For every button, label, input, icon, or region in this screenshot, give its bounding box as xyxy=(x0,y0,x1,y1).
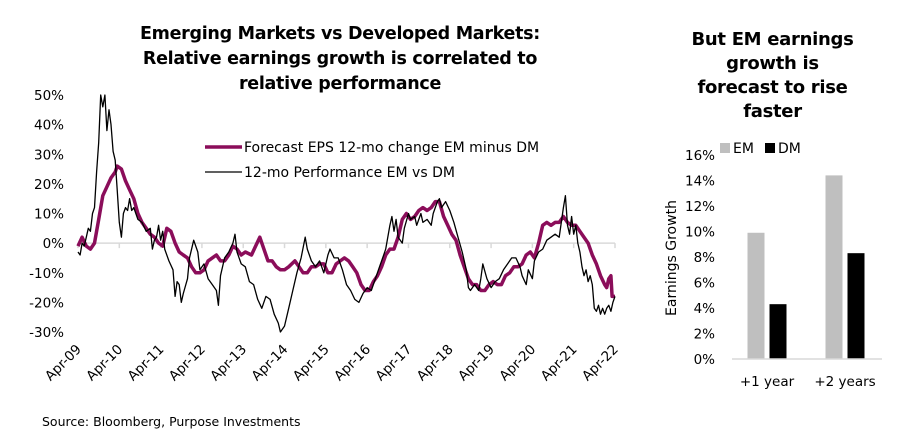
x-tick-label: Apr-15 xyxy=(290,342,333,385)
legend-swatch-dm xyxy=(765,143,775,153)
x-tick-label: Apr-18 xyxy=(414,342,457,385)
x-tick-label: Apr-10 xyxy=(83,342,126,385)
bar-legend: EM DM xyxy=(720,141,801,157)
x-tick-label: Apr-19 xyxy=(455,342,498,385)
bar-y-tick-label: 10% xyxy=(685,225,715,241)
y-tick-label: -20% xyxy=(29,295,64,311)
bar-y-tick-label: 16% xyxy=(685,148,715,164)
x-tick-label: Apr-12 xyxy=(166,342,209,385)
left-chart: 50%40%30%20%10%0%-10%-20%-30% Apr-09Apr-… xyxy=(29,88,622,384)
bar-dm-2 xyxy=(847,253,865,359)
legend-label-performance: 12-mo Performance EM vs DM xyxy=(244,165,455,181)
source-note: Source: Bloomberg, Purpose Investments xyxy=(42,414,301,429)
bar-y-tick-label: 14% xyxy=(685,174,715,190)
bar-y-tick-label: 0% xyxy=(694,352,716,368)
y-tick-label: 10% xyxy=(34,207,64,223)
y-tick-label: 40% xyxy=(34,118,64,134)
bar-category-label: +1 year xyxy=(740,374,795,390)
bar-y-tick-label: 6% xyxy=(694,276,716,292)
x-tick-label: Apr-22 xyxy=(579,342,622,385)
bar-y-tick-label: 2% xyxy=(694,327,716,343)
bar-y-tick-label: 8% xyxy=(694,250,716,266)
x-tick-label: Apr-16 xyxy=(331,342,374,385)
y-tick-label: -10% xyxy=(29,266,64,282)
x-tick-label: Apr-17 xyxy=(372,342,415,385)
x-tick-label: Apr-21 xyxy=(538,342,581,385)
bar-dm-1 xyxy=(769,304,787,359)
y-axis-label: Earnings Growth xyxy=(664,200,680,316)
x-tick-label: Apr-11 xyxy=(125,342,168,385)
y-tick-label: 30% xyxy=(34,147,64,163)
series-line-performance xyxy=(77,94,616,333)
y-tick-label: 0% xyxy=(43,236,65,252)
series-line-forecast-eps xyxy=(76,164,615,299)
y-tick-label: -30% xyxy=(29,325,64,341)
right-chart-title: But EM earnings growth is forecast to rise… xyxy=(691,29,854,122)
y-tick-label: 20% xyxy=(34,177,64,193)
y-tick-label: 50% xyxy=(34,88,64,104)
bar-em-1 xyxy=(747,232,765,359)
left-chart-title: Emerging Markets vs Developed Markets: Re… xyxy=(140,24,540,94)
x-tick-label: Apr-20 xyxy=(496,342,539,385)
bar-em-2 xyxy=(825,175,843,359)
legend-label-em: EM xyxy=(733,141,754,157)
x-tick-label: Apr-13 xyxy=(207,342,250,385)
bar-category-label: +2 years xyxy=(814,374,875,390)
legend-swatch-em xyxy=(720,143,730,153)
legend-label-dm: DM xyxy=(778,141,801,157)
x-tick-label: Apr-14 xyxy=(249,342,292,385)
x-tick-label: Apr-09 xyxy=(42,342,85,385)
legend-label-forecast-eps: Forecast EPS 12-mo change EM minus DM xyxy=(244,140,539,156)
bar-y-tick-label: 4% xyxy=(694,301,716,317)
right-chart: EM DM Earnings Growth 16% 14% 12% 10% 8% 6% 4%… xyxy=(664,141,882,390)
bar-y-tick-label: 12% xyxy=(685,199,715,215)
legend: Forecast EPS 12-mo change EM minus DM 12… xyxy=(205,140,539,181)
